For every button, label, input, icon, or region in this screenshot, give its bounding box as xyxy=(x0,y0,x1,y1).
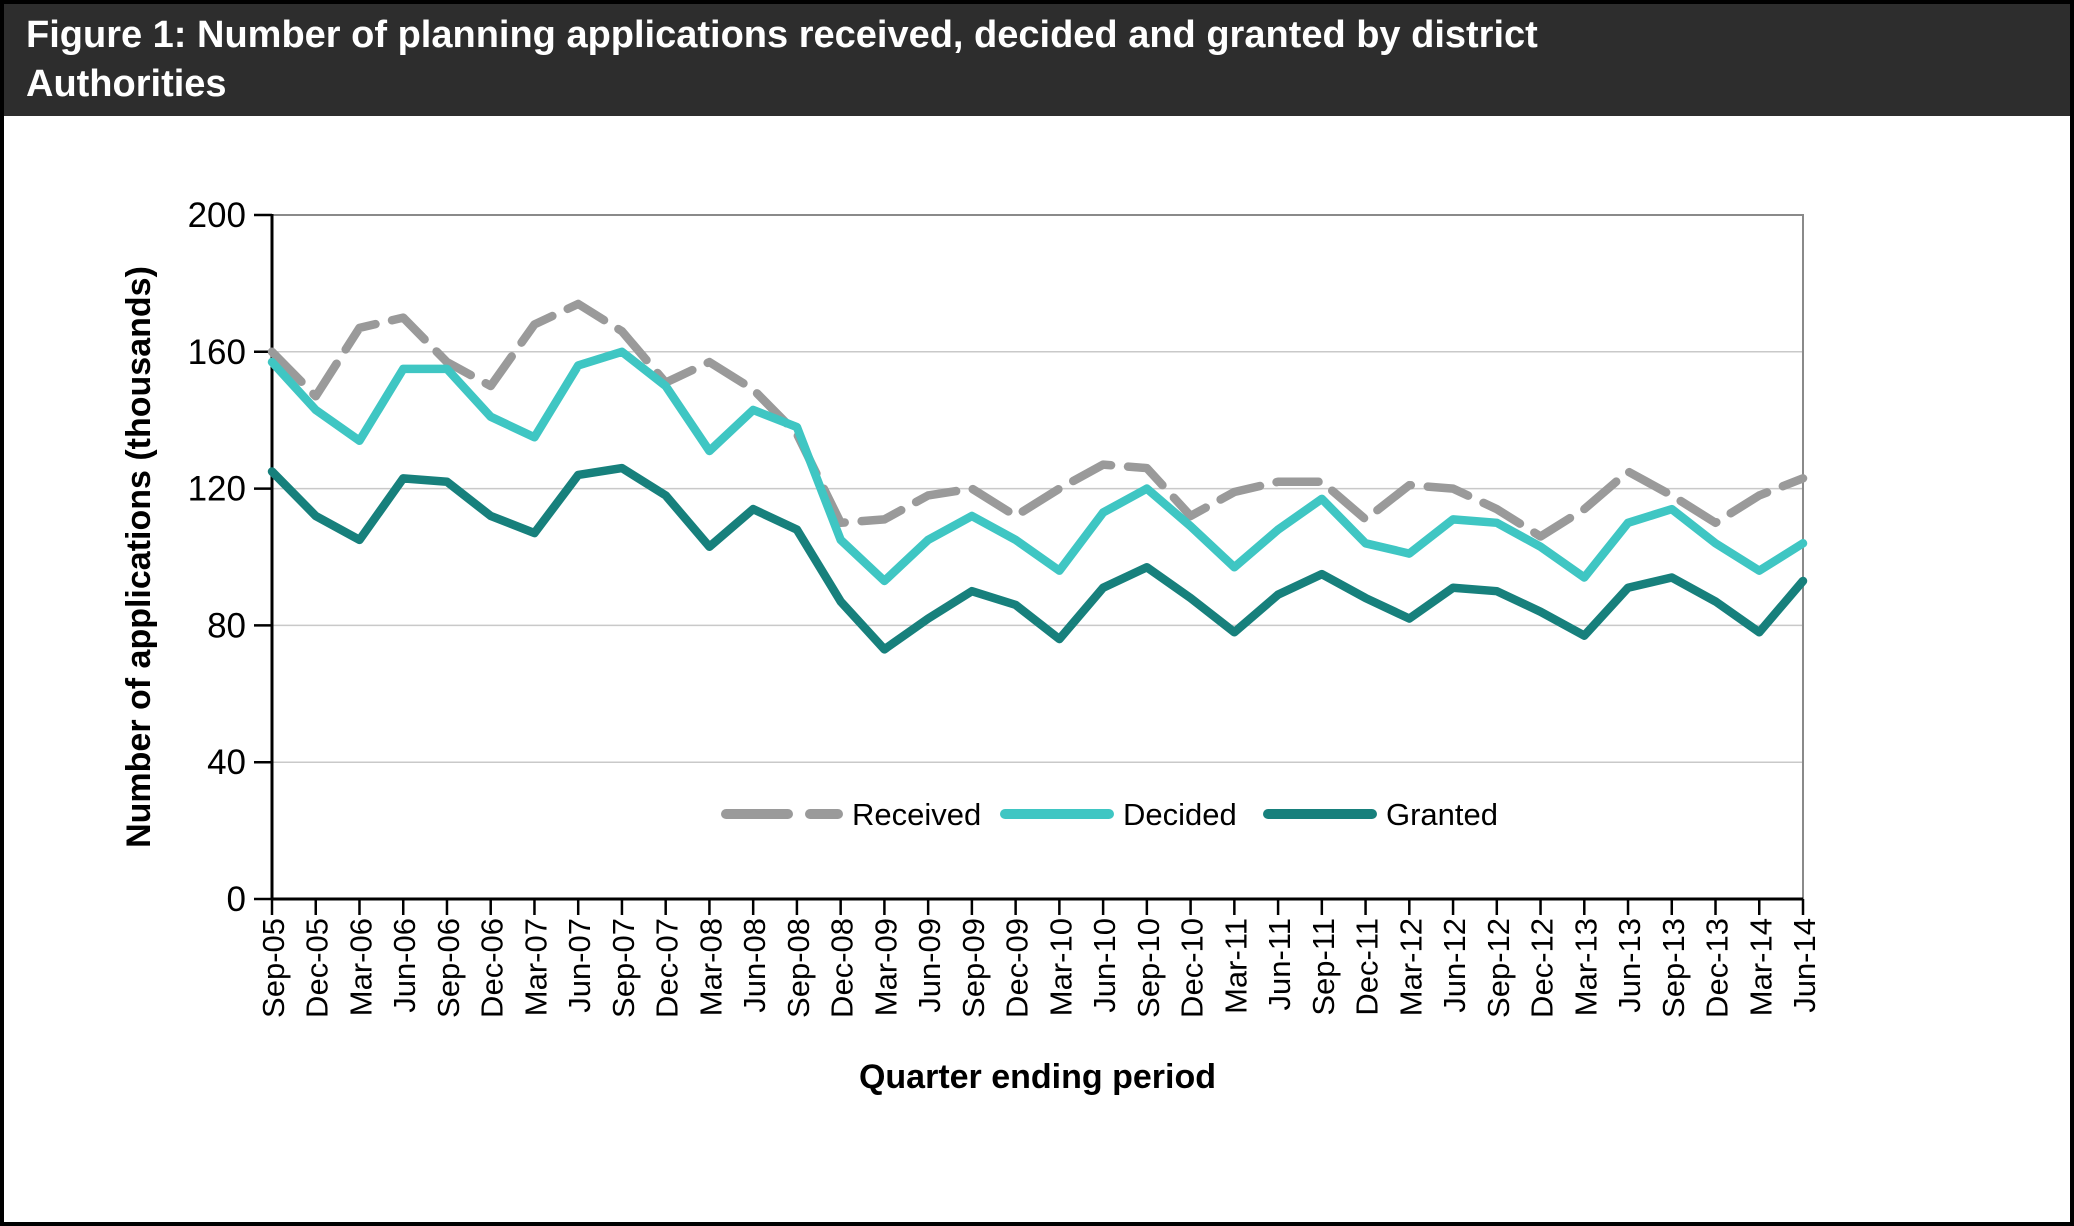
y-tick-label: 120 xyxy=(188,470,246,509)
x-tick-label: Sep-07 xyxy=(606,918,641,1018)
y-tick-label: 0 xyxy=(227,880,246,919)
x-tick-label: Jun-06 xyxy=(387,918,422,1013)
series-line-granted xyxy=(267,463,1808,654)
x-tick-label: Jun-10 xyxy=(1087,918,1122,1013)
x-tick-label: Mar-09 xyxy=(868,918,903,1016)
x-tick-label: Dec-12 xyxy=(1525,918,1560,1018)
x-tick-label: Dec-05 xyxy=(300,918,335,1018)
figure-title-line2: Authorities xyxy=(26,63,227,105)
x-tick-label: Sep-12 xyxy=(1481,918,1516,1018)
x-tick-label: Dec-06 xyxy=(475,918,510,1018)
x-tick-label: Mar-11 xyxy=(1218,918,1253,1014)
x-tick-label: Dec-11 xyxy=(1350,918,1385,1016)
x-axis-title: Quarter ending period xyxy=(859,1058,1216,1096)
x-tick-label: Jun-09 xyxy=(912,918,947,1013)
x-tick-label: Jun-08 xyxy=(737,918,772,1013)
x-tick-label: Mar-14 xyxy=(1743,918,1778,1016)
y-tick-label: 40 xyxy=(207,743,246,782)
x-tick-label: Mar-13 xyxy=(1568,918,1603,1016)
figure-title-line1: Figure 1: Number of planning application… xyxy=(26,14,1538,56)
x-tick-label: Mar-06 xyxy=(343,918,378,1016)
x-tick-label: Jun-12 xyxy=(1437,918,1472,1013)
x-tick-label: Jun-07 xyxy=(562,918,597,1013)
y-axis-title: Number of applications (thousands) xyxy=(120,266,158,848)
x-tick-label: Sep-13 xyxy=(1656,918,1691,1018)
x-tick-label: Mar-07 xyxy=(518,918,553,1016)
x-tick-label: Sep-06 xyxy=(431,918,466,1018)
line-chart: 0 40 80 120 160 200 Sep-05 Dec-05 Mar-06 Jun-06 Se… xyxy=(120,196,1822,1096)
x-tick-label: Jun-14 xyxy=(1787,918,1822,1013)
y-tick-label: 160 xyxy=(188,333,246,372)
figure-title-bar: Figure 1: Number of planning application… xyxy=(4,4,2070,116)
x-tick-label: Dec-09 xyxy=(1000,918,1035,1018)
y-tick-label: 200 xyxy=(188,196,246,235)
x-tick-label: Sep-10 xyxy=(1131,918,1166,1018)
x-tick-label: Sep-09 xyxy=(956,918,991,1018)
legend-label-decided: Decided xyxy=(1123,797,1237,832)
legend-label-granted: Granted xyxy=(1386,797,1498,832)
x-tick-label: Jun-11 xyxy=(1262,918,1297,1011)
y-tick-label: 80 xyxy=(207,606,246,645)
legend-label-received: Received xyxy=(852,797,981,832)
x-tick-label: Jun-13 xyxy=(1612,918,1647,1013)
x-tick-label: Mar-12 xyxy=(1393,918,1428,1016)
x-tick-label: Dec-08 xyxy=(825,918,860,1018)
x-tick-label: Sep-11 xyxy=(1306,918,1341,1016)
x-tick-label: Dec-10 xyxy=(1175,918,1210,1018)
x-tick-label: Sep-08 xyxy=(781,918,816,1018)
series-line-decided xyxy=(267,347,1808,586)
series-line-received xyxy=(267,299,1808,541)
x-tick-label: Dec-13 xyxy=(1700,918,1735,1018)
x-tick-label: Sep-05 xyxy=(256,918,291,1018)
x-tick-label: Dec-07 xyxy=(650,918,685,1018)
x-tick-label: Mar-08 xyxy=(693,918,728,1016)
x-tick-label: Mar-10 xyxy=(1043,918,1078,1016)
